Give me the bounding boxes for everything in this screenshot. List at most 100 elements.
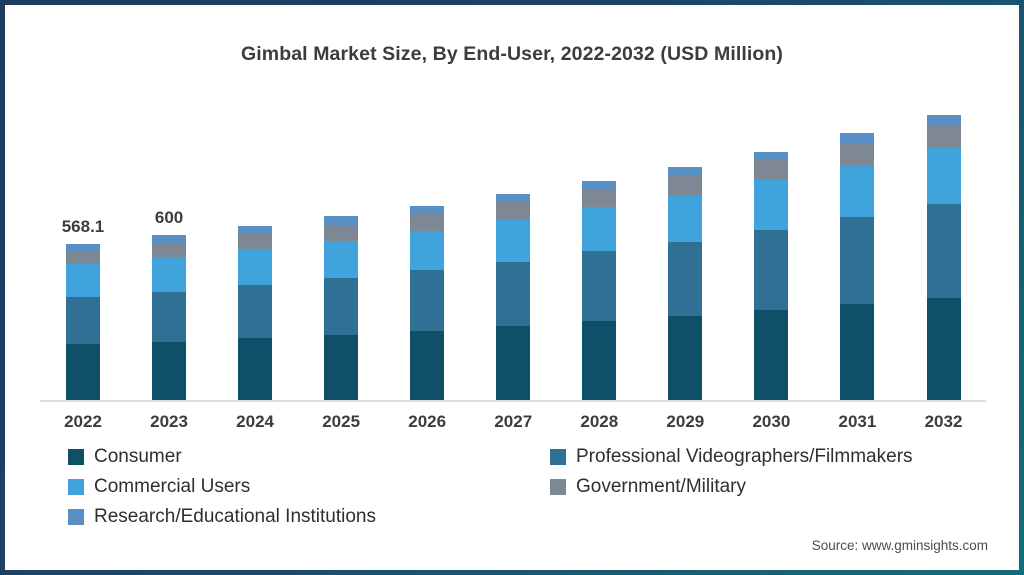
segment-professional-videographers-filmmakers bbox=[582, 251, 617, 321]
segment-commercial-users bbox=[840, 164, 875, 218]
x-tick-2028: 2028 bbox=[580, 412, 619, 431]
segment-professional-videographers-filmmakers bbox=[668, 241, 703, 316]
segment-consumer bbox=[582, 320, 617, 400]
segment-research-educational-institutions bbox=[496, 194, 531, 203]
bar-2024 bbox=[238, 225, 273, 400]
legend-item-professional-videographers-filmmakers: Professional Videographers/Filmmakers bbox=[550, 446, 913, 468]
segment-research-educational-institutions bbox=[410, 205, 445, 214]
segment-research-educational-institutions bbox=[66, 243, 100, 252]
x-tick-2029: 2029 bbox=[666, 412, 705, 431]
segment-government-military bbox=[754, 159, 789, 181]
legend-item-commercial-users: Commercial Users bbox=[68, 476, 376, 498]
x-tick-2022: 2022 bbox=[64, 412, 102, 431]
segment-commercial-users bbox=[152, 257, 187, 292]
bar-2029 bbox=[668, 167, 703, 400]
legend-label-commercial-users: Commercial Users bbox=[94, 476, 251, 497]
source-note: Source: www.gminsights.com bbox=[811, 538, 988, 553]
x-tick-2025: 2025 bbox=[322, 412, 361, 431]
segment-commercial-users bbox=[582, 207, 617, 252]
segment-professional-videographers-filmmakers bbox=[410, 270, 445, 331]
segment-consumer bbox=[668, 315, 703, 400]
value-label-2022: 568.1 bbox=[61, 216, 105, 236]
segment-professional-videographers-filmmakers bbox=[152, 291, 187, 342]
x-tick-2032: 2032 bbox=[924, 412, 963, 431]
legend-label-professional-videographers-filmmakers: Professional Videographers/Filmmakers bbox=[576, 446, 913, 467]
segment-professional-videographers-filmmakers bbox=[66, 297, 100, 345]
legend-swatch-commercial-users bbox=[68, 479, 84, 495]
bar-2032 bbox=[926, 115, 961, 400]
legend-label-research-educational-institutions: Research/Educational Institutions bbox=[94, 506, 376, 527]
bar-2031 bbox=[840, 133, 875, 400]
segment-consumer bbox=[66, 344, 100, 400]
segment-consumer bbox=[926, 297, 961, 400]
legend-column-left: Consumer Commercial Users Research/Educati… bbox=[68, 446, 376, 536]
bar-2022 bbox=[66, 243, 100, 400]
segment-research-educational-institutions bbox=[926, 115, 961, 126]
segment-commercial-users bbox=[496, 220, 531, 262]
legend-swatch-professional-videographers-filmmakers bbox=[550, 449, 566, 465]
bar-2027 bbox=[496, 194, 531, 400]
value-label-2023: 600 bbox=[154, 207, 184, 227]
bar-2025 bbox=[324, 216, 359, 400]
segment-research-educational-institutions bbox=[840, 133, 875, 144]
legend-swatch-consumer bbox=[68, 449, 84, 465]
segment-commercial-users bbox=[754, 180, 789, 230]
segment-government-military bbox=[496, 202, 531, 221]
legend-label-government-military: Government/Military bbox=[576, 476, 746, 497]
segment-commercial-users bbox=[668, 194, 703, 242]
x-tick-2030: 2030 bbox=[752, 412, 791, 431]
legend-column-right: Professional Videographers/Filmmakers Gov… bbox=[550, 446, 913, 506]
legend-swatch-government-military bbox=[550, 479, 566, 495]
segment-commercial-users bbox=[324, 240, 359, 279]
bar-2023 bbox=[152, 234, 187, 400]
bar-2030 bbox=[754, 151, 789, 400]
x-tick-2026: 2026 bbox=[408, 412, 447, 431]
x-tick-2024: 2024 bbox=[236, 412, 274, 431]
segment-research-educational-institutions bbox=[668, 167, 703, 176]
segment-consumer bbox=[496, 326, 531, 400]
segment-commercial-users bbox=[410, 230, 445, 271]
segment-government-military bbox=[840, 143, 875, 165]
segment-professional-videographers-filmmakers bbox=[496, 261, 531, 327]
segment-consumer bbox=[324, 334, 359, 400]
segment-consumer bbox=[840, 303, 875, 400]
segment-research-educational-institutions bbox=[754, 151, 789, 160]
segment-professional-videographers-filmmakers bbox=[840, 217, 875, 304]
segment-research-educational-institutions bbox=[582, 180, 617, 189]
x-tick-2027: 2027 bbox=[494, 412, 533, 431]
segment-commercial-users bbox=[66, 263, 100, 298]
legend-item-consumer: Consumer bbox=[68, 446, 376, 468]
segment-professional-videographers-filmmakers bbox=[324, 278, 359, 335]
legend-swatch-research-educational-institutions bbox=[68, 509, 84, 525]
x-tick-2031: 2031 bbox=[838, 412, 877, 431]
segment-consumer bbox=[410, 330, 445, 400]
segment-government-military bbox=[152, 243, 187, 258]
chart-title: Gimbal Market Size, By End-User, 2022-20… bbox=[240, 43, 784, 65]
legend-item-government-military: Government/Military bbox=[550, 476, 913, 498]
legend-label-consumer: Consumer bbox=[94, 446, 182, 467]
legend-item-research-educational-institutions: Research/Educational Institutions bbox=[68, 506, 376, 528]
segment-research-educational-institutions bbox=[152, 234, 187, 244]
bar-2026 bbox=[410, 205, 445, 400]
segment-consumer bbox=[238, 338, 273, 400]
segment-government-military bbox=[668, 175, 703, 195]
segment-professional-videographers-filmmakers bbox=[926, 204, 961, 298]
segment-commercial-users bbox=[926, 148, 961, 205]
segment-government-military bbox=[66, 251, 100, 264]
segment-research-educational-institutions bbox=[324, 216, 359, 225]
segment-research-educational-institutions bbox=[238, 225, 273, 235]
segment-commercial-users bbox=[238, 249, 273, 285]
segment-government-military bbox=[324, 224, 359, 241]
plot-area: 568.1 2022 600 2023 2024 2025 2026 2027 2028 2029… bbox=[40, 100, 986, 431]
segment-professional-videographers-filmmakers bbox=[754, 229, 789, 310]
segment-government-military bbox=[582, 188, 617, 208]
chart-card: Gimbal Market Size, By End-User, 2022-20… bbox=[5, 5, 1019, 570]
segment-government-military bbox=[238, 234, 273, 250]
x-tick-2023: 2023 bbox=[150, 412, 188, 431]
segment-government-military bbox=[926, 125, 961, 149]
segment-consumer bbox=[754, 310, 789, 400]
segment-professional-videographers-filmmakers bbox=[238, 284, 273, 339]
bar-2028 bbox=[582, 180, 617, 400]
segment-consumer bbox=[152, 341, 187, 400]
